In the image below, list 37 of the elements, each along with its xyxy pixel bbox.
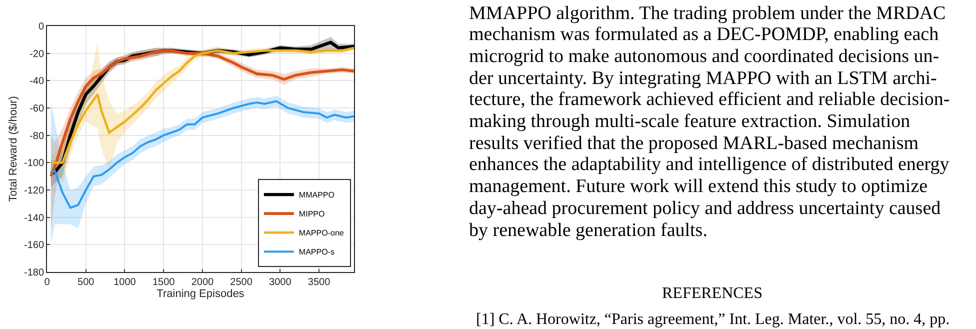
legend-label: MMAPPO [298, 190, 334, 200]
x-tick-label: 2000 [191, 277, 214, 288]
x-tick-label: 3500 [308, 277, 331, 288]
text: day-ahead procurement policy and address uncertainty caused [469, 198, 942, 219]
x-axis-title: Training Episodes [156, 288, 245, 300]
text: results verified that the proposed MARL-based mechanism [469, 133, 919, 154]
y-tick-label: -140 [24, 212, 44, 224]
text: by renewable generation faults. [469, 220, 708, 241]
legend-label: MIPPO [298, 210, 325, 219]
line-series [50, 100, 354, 209]
text: making through multi-scale feature extraction. Simulation [469, 111, 911, 132]
y-tick-label: -80 [30, 130, 44, 142]
text: enhances the adaptability and intelligence of distributed energy [469, 154, 950, 175]
legend-label: MAPPO-s [298, 248, 334, 257]
text: management. Future work will extend this study to optimize [469, 176, 928, 197]
y-tick-label: -20 [30, 48, 44, 60]
x-tick-label: 2500 [230, 277, 253, 288]
text: der uncertainty. By integrating MAPPO with an LSTM archi- [469, 68, 937, 89]
x-tick-label: 3000 [269, 277, 292, 288]
y-tick-label: -100 [24, 158, 44, 170]
x-tick-label: 1000 [114, 277, 136, 288]
text: MMAPPO algorithm. The trading problem under the MRDAC [469, 3, 946, 24]
legend-label: MAPPO-one [298, 228, 344, 238]
y-tick-label: -160 [24, 240, 44, 252]
text: REFERENCES [662, 285, 762, 302]
x-tick-label: 500 [78, 277, 95, 288]
y-tick-label: 0 [38, 22, 44, 32]
y-tick-label: -120 [24, 186, 44, 196]
text: [1] C. A. Horowitz, “Paris agreement,” Int. Leg. Mater., vol. 55, no. 4, pp. [476, 311, 950, 328]
y-axis-title: Total Reward ($/hour) [8, 96, 20, 202]
text: tecture, the framework achieved efficient and reliable decision- [469, 89, 950, 110]
y-tick-label: -180 [24, 268, 44, 278]
y-tick-label: -40 [30, 76, 44, 88]
x-tick-label: 1500 [152, 277, 176, 288]
text: microgrid to make autonomous and coordinated decisions un- [469, 46, 940, 67]
y-tick-label: -60 [30, 104, 44, 114]
text: mechanism was formulated as a DEC-POMDP, enabling each [469, 24, 940, 45]
